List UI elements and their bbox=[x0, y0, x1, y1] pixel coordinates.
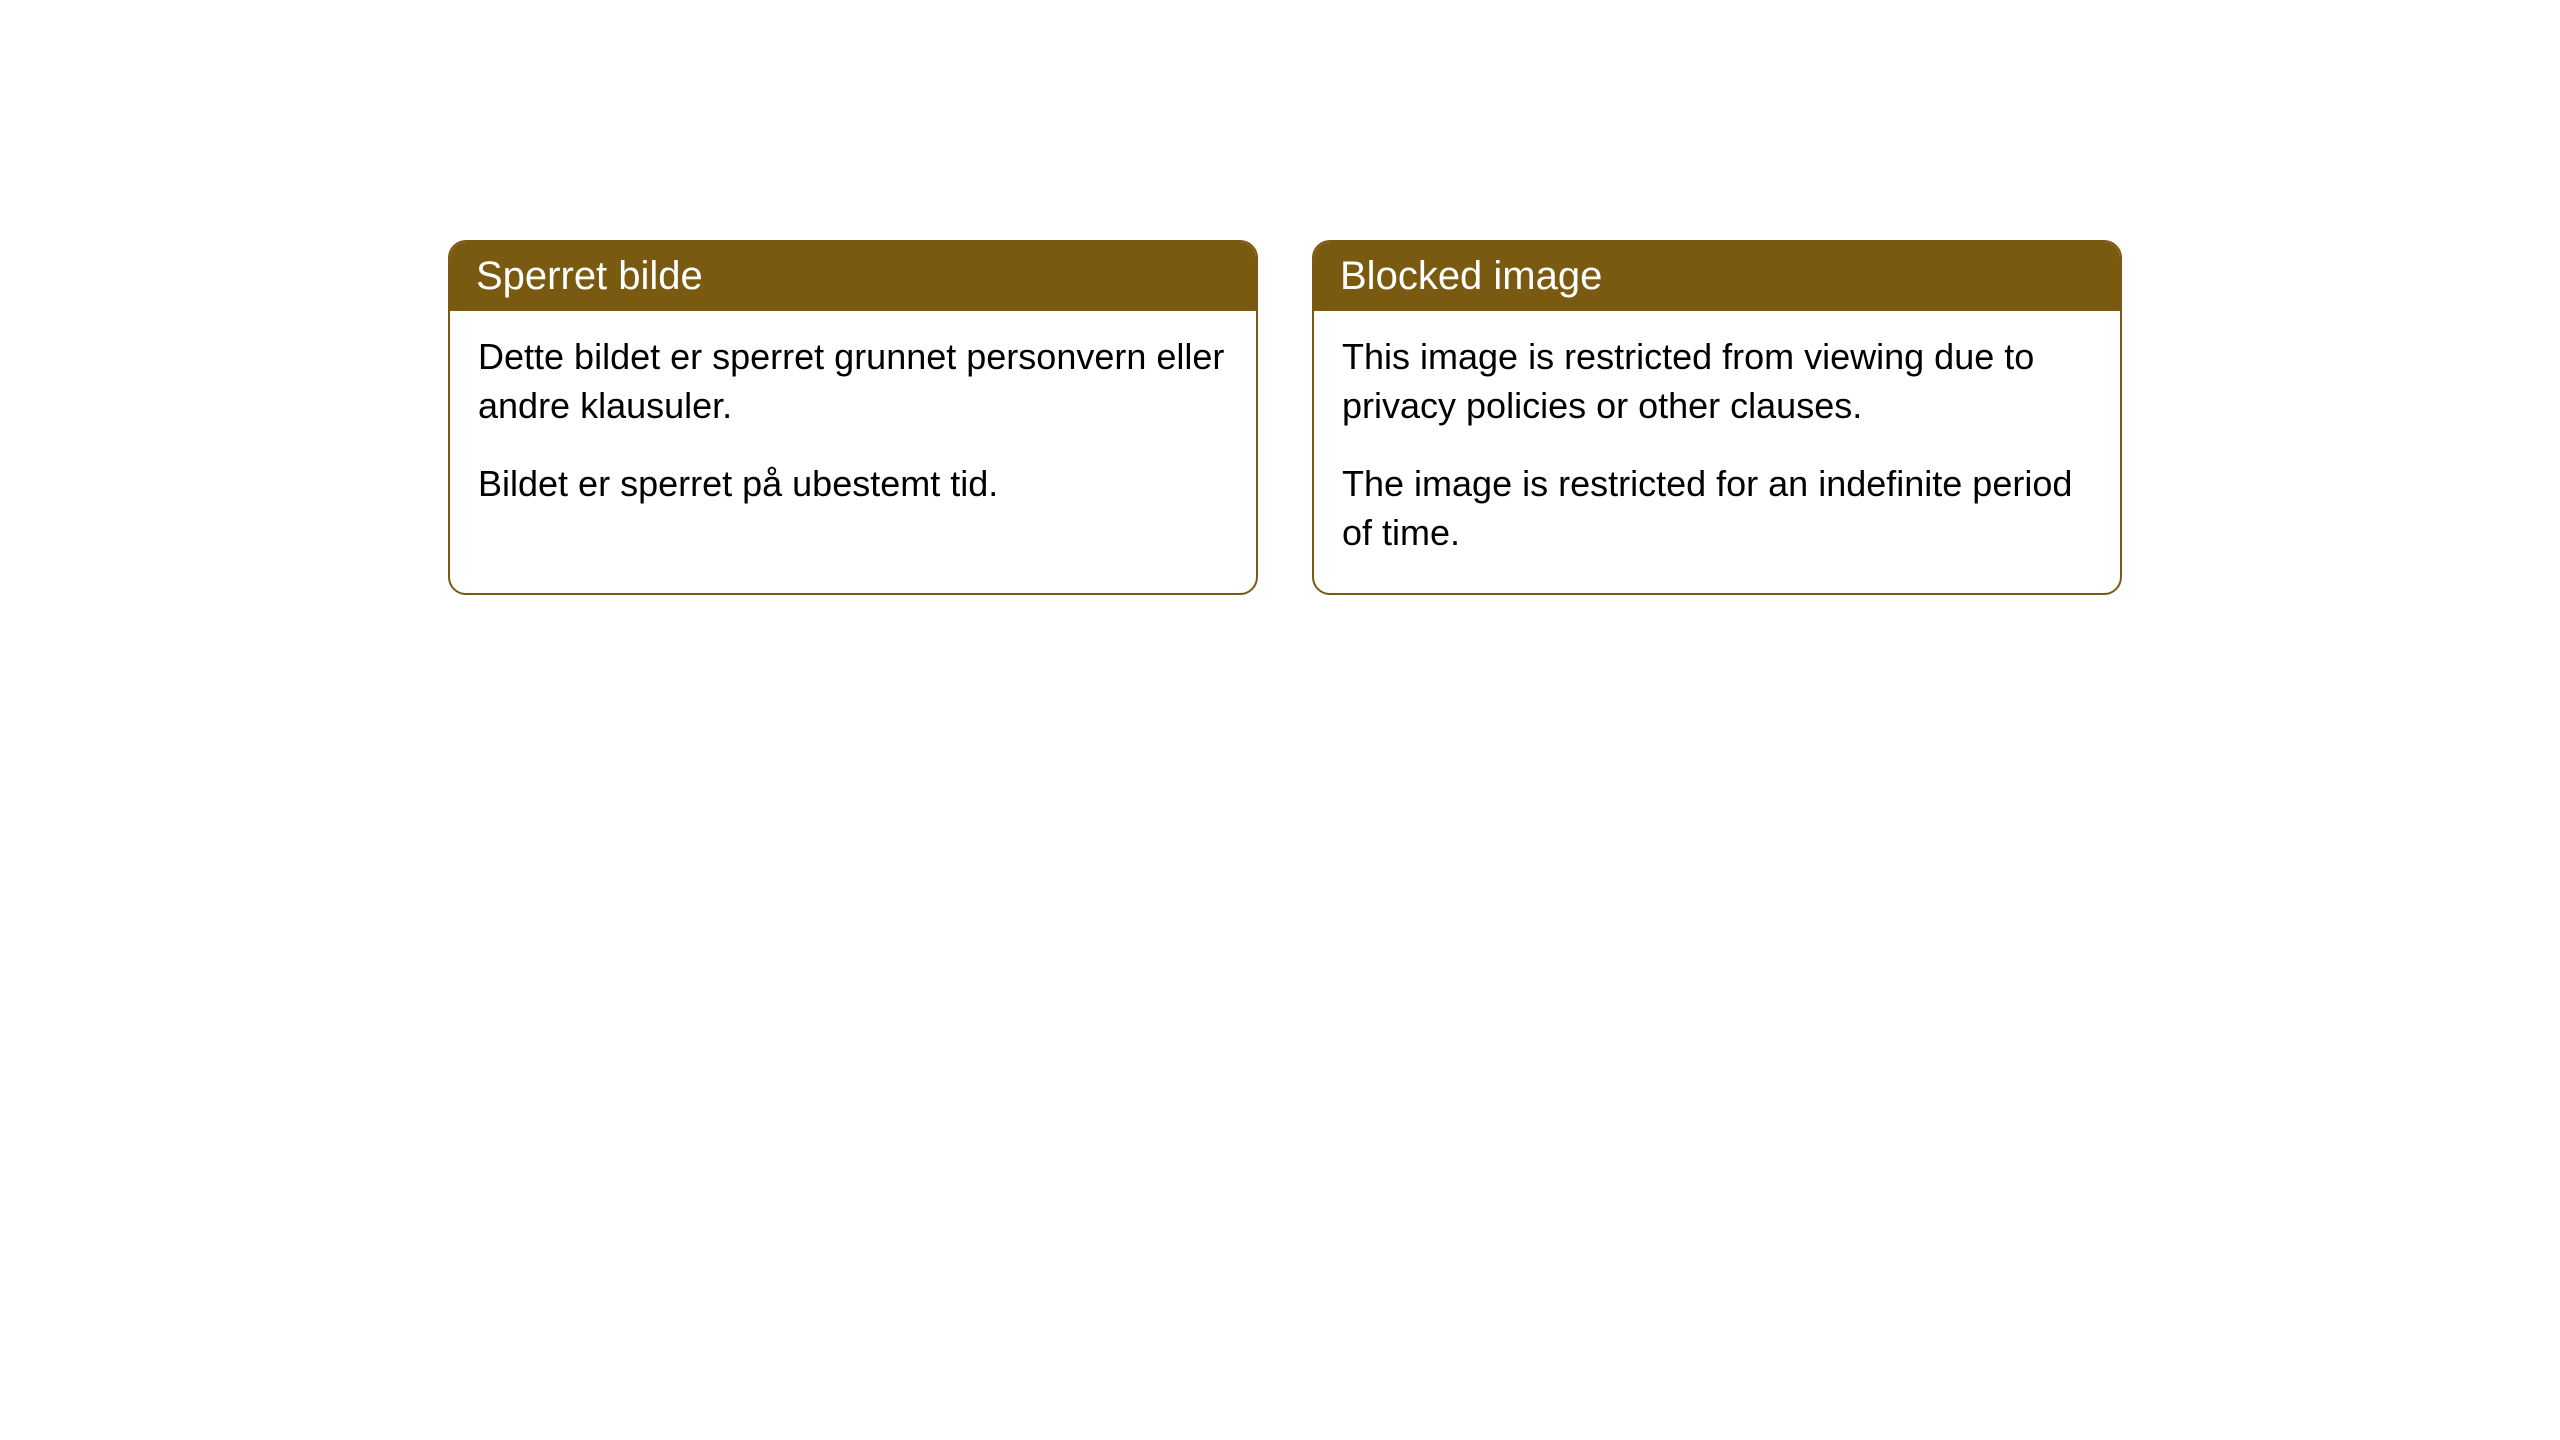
card-header: Sperret bilde bbox=[450, 242, 1256, 311]
notice-card-norwegian: Sperret bilde Dette bildet er sperret gr… bbox=[448, 240, 1258, 595]
card-paragraph: Dette bildet er sperret grunnet personve… bbox=[478, 333, 1228, 430]
card-paragraph: This image is restricted from viewing du… bbox=[1342, 333, 2092, 430]
card-paragraph: Bildet er sperret på ubestemt tid. bbox=[478, 460, 1228, 509]
card-header: Blocked image bbox=[1314, 242, 2120, 311]
card-body: This image is restricted from viewing du… bbox=[1314, 311, 2120, 593]
notice-card-english: Blocked image This image is restricted f… bbox=[1312, 240, 2122, 595]
card-paragraph: The image is restricted for an indefinit… bbox=[1342, 460, 2092, 557]
card-title: Blocked image bbox=[1340, 254, 1602, 298]
notice-cards-container: Sperret bilde Dette bildet er sperret gr… bbox=[448, 240, 2122, 595]
card-body: Dette bildet er sperret grunnet personve… bbox=[450, 311, 1256, 545]
card-title: Sperret bilde bbox=[476, 254, 703, 298]
